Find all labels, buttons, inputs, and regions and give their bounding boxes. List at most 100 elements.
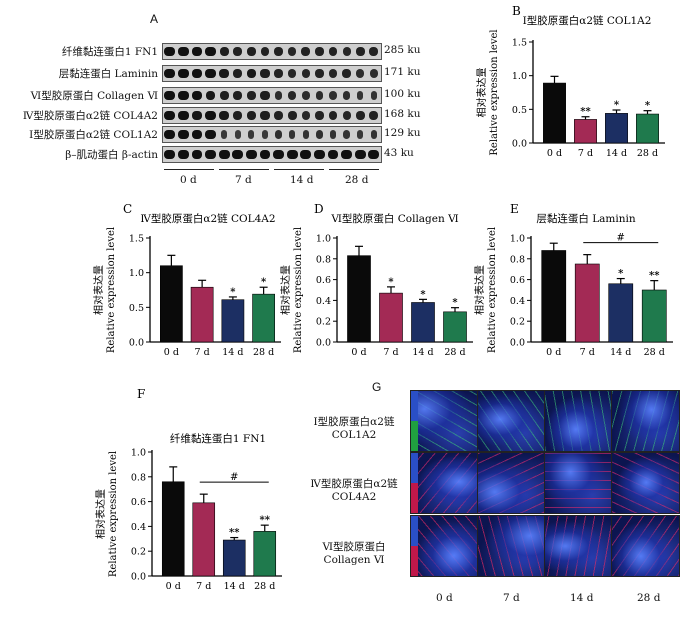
significance-mark: *: [420, 289, 426, 300]
blot-band: [328, 47, 338, 56]
immuno-row-title-en: Collagen Ⅵ: [323, 554, 385, 566]
blot-band: [218, 150, 230, 159]
blot-timepoint-label: 0 d: [180, 174, 197, 186]
blot-band: [164, 69, 176, 78]
blot-band: [369, 111, 379, 120]
blot-band: [177, 130, 189, 139]
x-tick-label: 7 d: [383, 347, 398, 358]
marker-channel-tag: [411, 546, 418, 576]
blot-band: [315, 111, 324, 120]
blot-band: [288, 91, 297, 100]
bar: [574, 119, 597, 144]
blot-band: [191, 130, 203, 139]
y-tick-label: 0.0: [316, 338, 331, 349]
blot-band: [288, 69, 297, 78]
blot-band: [301, 91, 310, 100]
bar: [222, 539, 246, 577]
blot-band: [288, 130, 296, 139]
blot-band: [274, 47, 283, 56]
blot-band: [233, 91, 243, 100]
bar: [221, 299, 245, 343]
blot-row-label: 层黏连蛋白 Laminin: [58, 68, 158, 80]
y-tick-label: 0.2: [316, 317, 331, 328]
immuno-row-title-cn: Ⅳ型胶原蛋白α2链: [310, 478, 398, 490]
blot-group-line: [274, 169, 324, 170]
x-tick-label: 14 d: [224, 581, 245, 592]
blot-band: [233, 47, 243, 56]
blot-band: [233, 69, 243, 78]
blot-band: [232, 150, 244, 159]
y-tick-label: 0.0: [510, 338, 525, 349]
micrograph: [410, 390, 479, 452]
x-tick-label: 14 d: [610, 347, 631, 358]
blot-band: [191, 91, 203, 100]
bracket-mark: #: [230, 472, 238, 483]
bar: [347, 255, 371, 343]
immuno-row-title-cn: Ⅵ型胶原蛋白: [322, 541, 386, 553]
blot-band: [369, 47, 379, 56]
blot-band: [370, 130, 378, 139]
significance-mark: *: [645, 101, 651, 112]
micrograph: [477, 390, 546, 452]
immuno-row-title: Ⅰ型胶原蛋白α2链 COL1A2: [300, 416, 408, 442]
micrograph: [544, 515, 613, 577]
blot-row-label: Ⅵ型胶原蛋白 Collagen Ⅵ: [30, 90, 158, 102]
blot-band: [315, 130, 323, 139]
blot-band: [205, 111, 217, 120]
y-axis-label-cn: 相对表达量: [279, 265, 292, 315]
y-axis-label-en: Relative expression level: [293, 227, 304, 353]
blot-band: [354, 150, 366, 159]
blot-band: [191, 111, 203, 120]
blot-ku-label: 285 ku: [384, 44, 421, 56]
blot-band: [177, 47, 189, 56]
blot-band: [315, 91, 324, 100]
immuno-column-label: 7 d: [503, 592, 520, 604]
y-tick-label: 0.4: [316, 296, 331, 307]
blot-band: [368, 150, 380, 159]
blot-band: [275, 130, 283, 139]
y-tick-label: 0.2: [131, 547, 146, 558]
y-tick-label: 0.6: [316, 275, 331, 286]
blot-timepoint-label: 14 d: [290, 174, 314, 186]
blot-band: [328, 69, 338, 78]
micrograph: [477, 452, 546, 514]
blot-strip: [162, 107, 382, 124]
y-tick-label: 1.0: [131, 448, 146, 459]
x-tick-label: 7 d: [195, 347, 210, 358]
bar: [160, 265, 183, 343]
micrograph: [410, 515, 479, 577]
blot-strip: [162, 65, 382, 82]
bar: [443, 311, 467, 343]
blot-band: [246, 69, 257, 78]
y-tick-label: 0.8: [510, 254, 525, 265]
y-tick-label: 0.5: [129, 303, 144, 314]
y-tick-label: 0.4: [131, 522, 146, 533]
bar: [543, 82, 566, 144]
bar: [608, 283, 634, 343]
x-tick-label: 28 d: [444, 347, 465, 358]
blot-timepoint-label: 28 d: [345, 174, 369, 186]
y-tick-label: 0.8: [131, 472, 146, 483]
blot-band: [164, 47, 176, 56]
blot-band: [260, 47, 270, 56]
x-tick-label: 7 d: [196, 581, 211, 592]
blot-timepoint-label: 7 d: [235, 174, 252, 186]
blot-band: [219, 47, 229, 56]
dapi-channel-tag: [411, 516, 418, 546]
blot-band: [205, 130, 217, 139]
y-tick-label: 1.0: [316, 234, 331, 245]
x-tick-label: 28 d: [254, 581, 275, 592]
micrograph: [611, 452, 680, 514]
blot-band: [219, 91, 229, 100]
blot-band: [300, 150, 312, 159]
blot-band: [301, 111, 310, 120]
blot-ku-label: 129 ku: [384, 127, 421, 139]
panel-letter-g: G: [372, 380, 382, 394]
y-axis-label-cn: 相对表达量: [92, 265, 105, 315]
blot-band: [329, 91, 337, 100]
blot-band: [164, 130, 176, 139]
blot-band: [329, 130, 337, 139]
blot-band: [301, 69, 310, 78]
blot-band: [286, 150, 298, 159]
y-tick-label: 0.0: [129, 338, 144, 349]
